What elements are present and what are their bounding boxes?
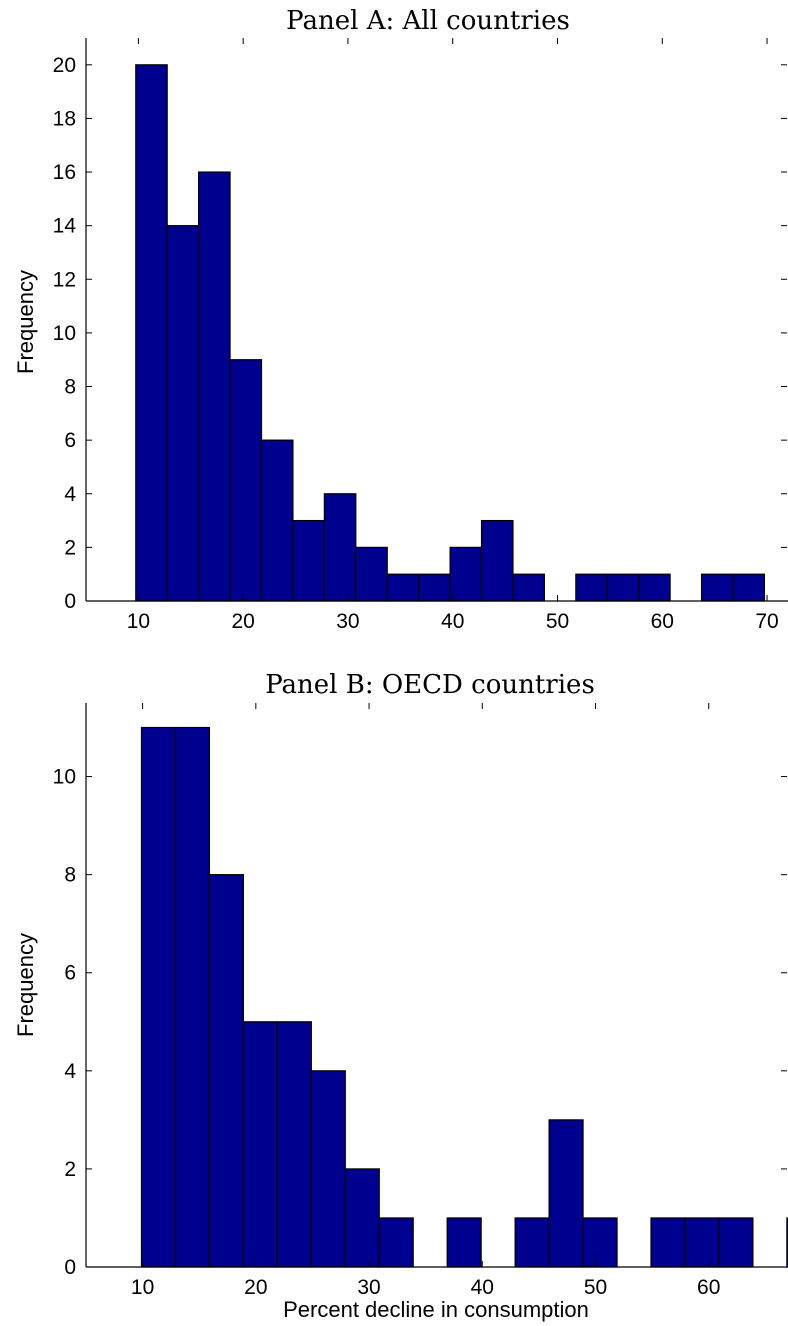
panel-b-y-tick-label-6: 6 <box>64 962 76 985</box>
panel-b-x-tick-label-10: 10 <box>131 1276 154 1299</box>
panel-b-bar-9 <box>446 1217 482 1268</box>
panel-b-title: Panel B: OECD countries <box>265 670 595 700</box>
panel-a-bar-9 <box>418 573 451 602</box>
panel-b-bar-6 <box>344 1168 380 1268</box>
panel-b-histogram: Panel B: OECD countries Frequency Percen… <box>13 670 788 1322</box>
panel-a-y-tick-label-18: 18 <box>53 107 76 130</box>
panel-a-x-tick-label-30: 30 <box>336 610 359 633</box>
panel-a-y-tick-label-6: 6 <box>64 429 76 452</box>
panel-b-bar-3 <box>242 1021 278 1268</box>
panel-b-bar-4 <box>276 1021 312 1268</box>
panel-a-x-tick-label-60: 60 <box>651 610 674 633</box>
panel-a-y-tick-label-0: 0 <box>64 590 76 613</box>
panel-b-x-tick-label-50: 50 <box>584 1276 607 1299</box>
panel-a-title: Panel A: All countries <box>286 6 570 36</box>
panel-a-bar-6 <box>323 493 357 602</box>
panel-a-y-tick-label-12: 12 <box>53 268 76 291</box>
panel-a-axes: 10 20 30 40 50 60 70 0 2 4 6 8 10 12 14 16 18 20 <box>53 38 788 633</box>
panel-a-x-tick-label-20: 20 <box>231 610 254 633</box>
panel-a-bar-15 <box>606 573 640 602</box>
panel-a-x-tick-label-40: 40 <box>441 610 464 633</box>
panel-b-y-tick-label-4: 4 <box>64 1060 76 1083</box>
panel-b-y-tick-label-10: 10 <box>53 766 76 789</box>
panel-b-x-tick-label-60: 60 <box>697 1276 720 1299</box>
panel-b-x-tick-label-40: 40 <box>471 1276 494 1299</box>
panel-b-bar-13 <box>582 1217 618 1268</box>
panel-a-y-axis-label: Frequency <box>13 270 38 374</box>
panel-b-bar-2 <box>208 874 244 1268</box>
panel-a-y-tick-label-10: 10 <box>53 322 76 345</box>
panel-a-x-tick-label-70: 70 <box>755 610 778 633</box>
panel-b-bar-7 <box>378 1217 414 1268</box>
panel-b-bar-1 <box>174 726 211 1268</box>
panel-a-bar-11 <box>480 519 514 602</box>
panel-a-histogram: Panel A: All countries Frequency 10 20 30 4… <box>13 6 788 633</box>
panel-a-bar-3 <box>229 359 263 602</box>
panel-b-y-tick-label-0: 0 <box>64 1256 76 1279</box>
panel-a-y-tick-label-14: 14 <box>53 215 77 238</box>
panel-b-x-tick-label-30: 30 <box>357 1276 380 1299</box>
panel-a-y-tick-label-16: 16 <box>53 161 76 184</box>
panel-a-bars <box>135 64 766 602</box>
panel-b-bar-15 <box>650 1217 686 1268</box>
panel-a-y-tick-label-20: 20 <box>53 54 76 77</box>
panel-b-bar-12 <box>548 1119 584 1268</box>
panel-b-bars <box>140 726 788 1268</box>
panel-b-y-axis-label: Frequency <box>13 933 38 1037</box>
panel-a-bar-4 <box>260 439 294 602</box>
panel-b-bar-0 <box>140 726 177 1268</box>
panel-b-bar-16 <box>684 1217 720 1268</box>
panel-b-x-axis-label: Percent decline in consumption <box>283 1297 589 1322</box>
panel-a-bar-14 <box>575 573 608 602</box>
panel-a-bar-1 <box>166 225 200 602</box>
panel-b-y-tick-label-8: 8 <box>64 864 76 887</box>
panel-a-bar-10 <box>449 546 483 602</box>
panel-a-bar-12 <box>512 573 545 602</box>
panel-b-bar-11 <box>514 1217 550 1268</box>
panel-a-x-tick-label-10: 10 <box>127 610 150 633</box>
panel-a-bar-8 <box>386 573 420 602</box>
panel-a-bar-2 <box>198 171 231 602</box>
panel-a-bar-18 <box>700 573 734 602</box>
panel-b-axes: 10 20 30 40 50 60 0 2 4 6 8 10 <box>53 703 788 1299</box>
panel-a-bar-16 <box>638 573 671 602</box>
panel-b-bar-5 <box>310 1070 346 1268</box>
panel-a-bar-7 <box>355 546 388 602</box>
panel-a-x-tick-label-50: 50 <box>546 610 569 633</box>
panel-a-bar-0 <box>135 64 168 602</box>
panel-b-y-tick-label-2: 2 <box>64 1158 76 1181</box>
panel-a-bar-5 <box>292 519 325 602</box>
panel-a-y-tick-label-2: 2 <box>64 536 76 559</box>
panel-b-bar-17 <box>718 1217 754 1268</box>
panel-b-bar-19 <box>786 1217 788 1268</box>
panel-a-y-tick-label-8: 8 <box>64 376 76 399</box>
panel-b-x-tick-label-20: 20 <box>244 1276 267 1299</box>
panel-a-y-tick-label-4: 4 <box>64 483 76 506</box>
panel-a-bar-19 <box>732 573 766 602</box>
